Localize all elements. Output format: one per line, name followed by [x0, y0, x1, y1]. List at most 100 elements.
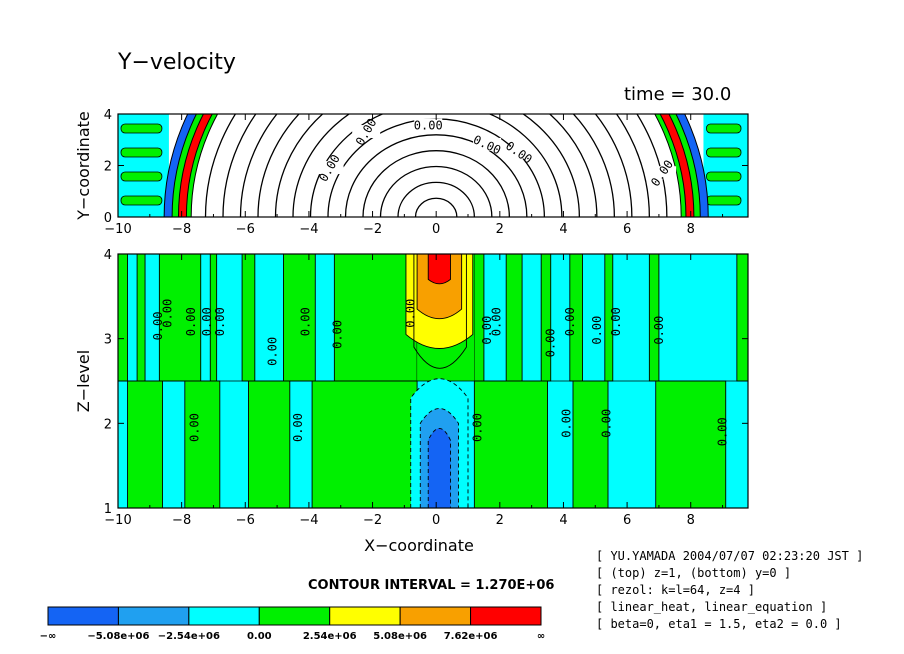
- colorbar-label: −5.08e+06: [87, 631, 149, 642]
- contour-label: 0.00: [265, 337, 279, 366]
- z-upper-strip: [118, 254, 128, 382]
- contour-label: 0.00: [299, 307, 313, 336]
- contour-line: [344, 134, 528, 217]
- contour-label: 0.00: [563, 307, 577, 336]
- colorbar-label: 5.08e+06: [373, 631, 427, 642]
- contour-label: 0.00: [590, 316, 604, 345]
- z-upper-strip: [333, 254, 418, 382]
- colorbar-swatch: [117, 606, 190, 626]
- run-info-line: [ YU.YAMADA 2004/07/07 02:23:20 JST ]: [596, 549, 864, 563]
- z-lower-strip: [311, 380, 418, 508]
- contour-line: [379, 165, 493, 217]
- z-lower-strip: [473, 380, 548, 508]
- contour-label: 0.00: [160, 299, 174, 328]
- top-edge-cell: [120, 147, 163, 158]
- x-tick-label: −2: [363, 222, 382, 237]
- z-upper-strip: [241, 254, 256, 382]
- top-panel: 0.00 0.000.00 0.000.000.00 −10 −8 −6 −4 −2 0 2 4 6 8…: [74, 108, 749, 237]
- z-lower-strip: [655, 380, 727, 508]
- run-info-line: [ linear_heat, linear_equation ]: [596, 600, 828, 614]
- x-tick-label: 8: [687, 513, 695, 528]
- y-axis-label: Z−level: [74, 350, 93, 412]
- contour-label: 0.00: [480, 316, 494, 345]
- contour-label-bg: [352, 125, 381, 139]
- contour-line: [413, 254, 467, 369]
- contour-label: 0.00: [471, 413, 485, 442]
- colorbar-swatch: [188, 606, 260, 626]
- x-tick-label: 0: [432, 513, 440, 528]
- z-upper-strip: [283, 254, 316, 382]
- contour-label: 0.00: [184, 307, 198, 336]
- time-label: time = 30.0: [624, 84, 732, 105]
- contour-label: 0.00: [490, 307, 504, 336]
- z-lower-strip: [248, 380, 291, 508]
- y-tick-label: 2: [104, 417, 112, 432]
- x-tick-label: 2: [496, 222, 504, 237]
- contour-label: 0.00: [414, 119, 443, 133]
- y-axis-label: Y−coordinate: [74, 111, 93, 221]
- run-info-block: [ YU.YAMADA 2004/07/07 02:23:20 JST ] [ …: [596, 548, 863, 633]
- x-tick-label: 8: [687, 222, 695, 237]
- contour-label-bg: [315, 161, 344, 175]
- x-tick-label: 2: [496, 513, 504, 528]
- x-tick-label: −6: [236, 513, 255, 528]
- bottom-contour-field: 0.000.00 0.00 0.000.000.000.00 0.000.000.00…: [118, 254, 748, 508]
- y-tick-label: 1: [104, 502, 112, 517]
- x-tick-label: 6: [623, 513, 631, 528]
- contour-label: 0.00: [544, 328, 558, 357]
- x-tick-label: −4: [299, 513, 318, 528]
- top-contour-field: 0.00 0.000.00 0.000.000.00: [118, 114, 748, 217]
- contour-label: 0.00: [599, 409, 613, 438]
- z-upper-strip: [136, 254, 146, 382]
- contour-label: 0.00: [404, 299, 418, 328]
- axes-frame: [117, 253, 749, 509]
- z-lower-strip: [184, 380, 221, 508]
- chart-title: Y−velocity: [118, 50, 236, 75]
- z-upper-strip: [736, 254, 748, 382]
- colorbar: −∞ −5.08e+06 −2.54e+06 0.00 2.54e+06 5.08e+06…: [40, 606, 545, 642]
- colorbar-label: 0.00: [247, 631, 272, 642]
- bottom-panel: 0.000.00 0.00 0.000.000.000.00 0.000.000.00…: [74, 248, 749, 555]
- colorbar-swatch: [258, 606, 331, 626]
- run-info-line: [ rezol: k=l=64, z=4 ]: [596, 583, 755, 597]
- y-tick-label: 4: [104, 248, 112, 263]
- contour-line: [397, 181, 476, 217]
- contour-label: 0.00: [609, 307, 623, 336]
- colorbar-label: −∞: [40, 631, 57, 642]
- top-edge-cell: [706, 171, 742, 182]
- contour-label: 0.00: [151, 312, 165, 341]
- x-tick-label: −8: [172, 222, 191, 237]
- contour-label: 0.00: [200, 307, 214, 336]
- z-lower-strip: [572, 380, 609, 508]
- x-tick-label: −6: [236, 222, 255, 237]
- negative-plume: [427, 427, 451, 508]
- contour-label: 0.00: [716, 417, 730, 446]
- colorbar-label: 7.62e+06: [444, 631, 498, 642]
- x-tick-label: −4: [299, 222, 318, 237]
- colorbar-label: ∞: [537, 631, 545, 642]
- top-edge-cell: [706, 195, 742, 206]
- y-tick-label: 3: [104, 333, 112, 348]
- contour-label-bg: [648, 166, 677, 180]
- run-info-line: [ (top) z=1, (bottom) y=0 ]: [596, 566, 792, 580]
- colorbar-swatch: [329, 606, 401, 626]
- y-tick-label: 0: [104, 211, 112, 226]
- top-edge-cell: [120, 195, 163, 206]
- y-tick-label: 4: [104, 108, 112, 123]
- contour-label: 0.00: [560, 409, 574, 438]
- colorbar-label: −2.54e+06: [158, 631, 220, 642]
- y-tick-label: 2: [104, 160, 112, 175]
- x-tick-label: 6: [623, 222, 631, 237]
- colorbar-label: 2.54e+06: [303, 631, 357, 642]
- top-edge-cell: [706, 123, 742, 134]
- contour-line: [362, 150, 510, 217]
- contour-label-bg: [504, 145, 533, 159]
- z-upper-strip: [540, 254, 552, 382]
- contour-label-bg: [473, 137, 502, 151]
- positive-plume: [427, 254, 451, 285]
- x-tick-label: −2: [363, 513, 382, 528]
- z-upper-strip: [505, 254, 523, 382]
- colorbar-swatch: [470, 606, 542, 626]
- top-edge-cell: [706, 147, 742, 158]
